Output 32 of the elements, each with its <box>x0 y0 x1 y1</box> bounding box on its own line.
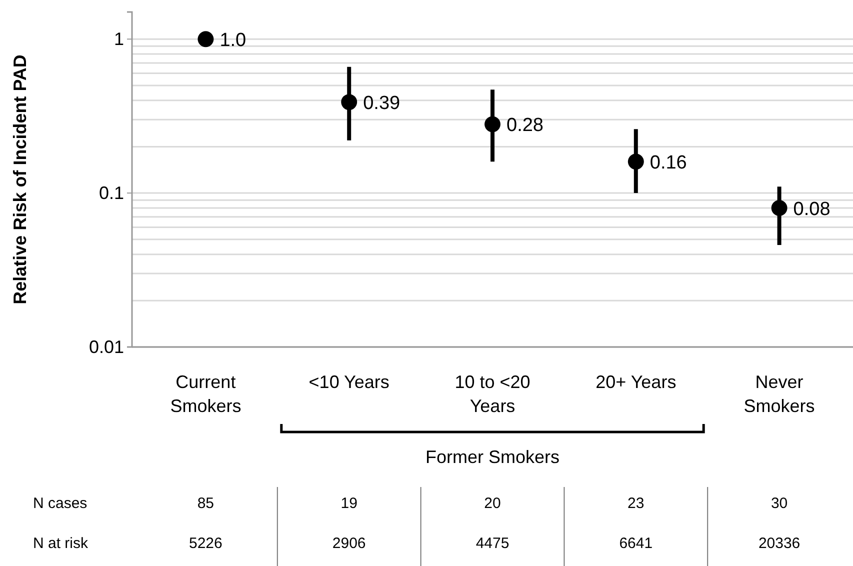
x-tick-label: Current Smokers <box>170 372 242 416</box>
y-tick-label: 1 <box>114 28 124 49</box>
x-tick-label: Never Smokers <box>744 372 815 416</box>
data-label: 0.08 <box>793 198 830 220</box>
text: Former Smokers <box>425 447 560 467</box>
point <box>628 154 644 170</box>
y-tick-label: 0.1 <box>98 182 124 203</box>
text: 19 <box>340 495 358 512</box>
data-label: 0.16 <box>650 152 687 174</box>
text: 2906 <box>332 535 366 552</box>
data-label: 0.39 <box>363 93 400 114</box>
y-axis-title: Relative Risk of Incident PAD <box>10 54 30 304</box>
point <box>198 31 214 48</box>
text: 20336 <box>758 535 800 552</box>
point <box>771 200 788 216</box>
point <box>484 116 500 132</box>
text: 6641 <box>619 535 653 552</box>
point <box>341 94 358 110</box>
x-tick-label: 20+ Years <box>596 372 676 392</box>
text: 20 <box>484 495 501 512</box>
x-tick-label: <10 Years <box>308 372 390 392</box>
text: 4475 <box>476 535 510 552</box>
text: 5226 <box>189 535 222 552</box>
text: N cases <box>33 495 88 512</box>
text: 30 <box>770 495 788 512</box>
text: 23 <box>628 495 644 512</box>
text: N at risk <box>33 535 89 552</box>
text: 85 <box>197 495 214 512</box>
data-label: 1.0 <box>220 30 246 52</box>
data-label: 0.28 <box>506 115 544 136</box>
x-tick-label: 10 to <20 Years <box>454 372 530 416</box>
y-tick-label: 0.01 <box>88 336 124 357</box>
